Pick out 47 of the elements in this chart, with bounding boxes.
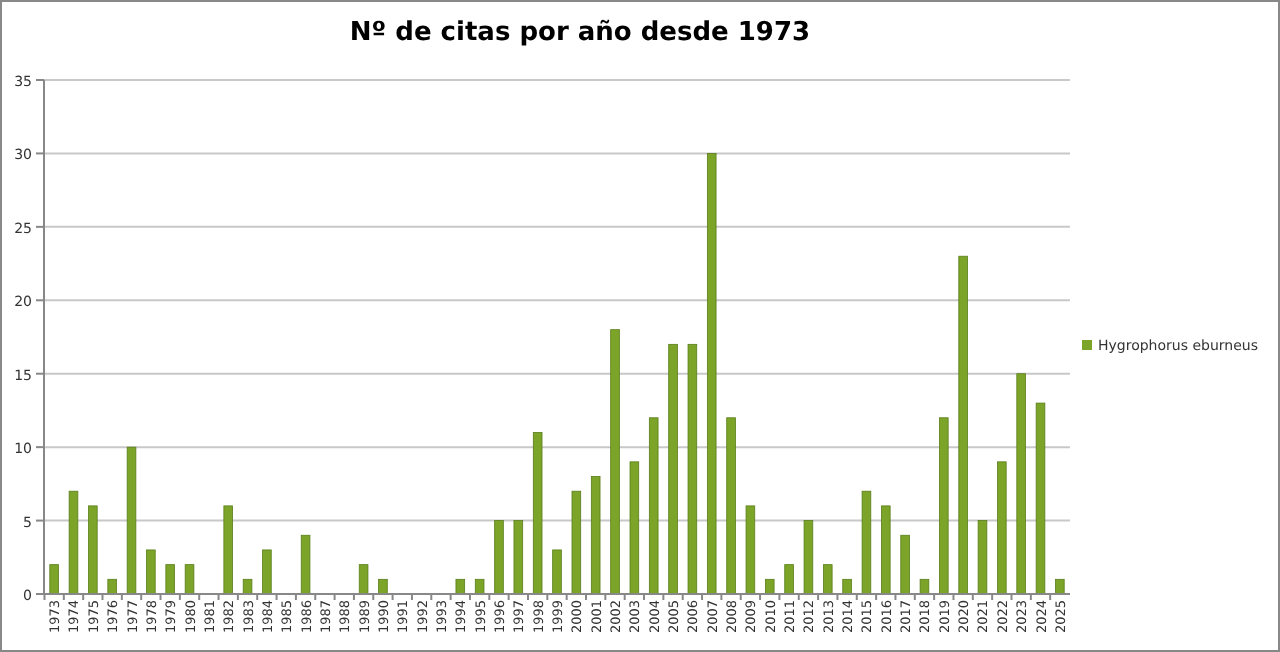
bar bbox=[358, 564, 369, 595]
bar bbox=[900, 534, 910, 595]
bar bbox=[881, 505, 891, 595]
bar bbox=[861, 490, 872, 595]
bar bbox=[842, 578, 852, 595]
bar bbox=[648, 417, 659, 595]
bar bbox=[532, 432, 543, 595]
bar bbox=[378, 578, 388, 595]
bar bbox=[997, 461, 1007, 595]
bar bbox=[107, 578, 117, 595]
bar bbox=[590, 476, 601, 595]
bar bbox=[803, 520, 814, 595]
bar bbox=[262, 549, 272, 595]
bar bbox=[165, 564, 175, 595]
bar bbox=[1035, 402, 1046, 595]
chart-title: Nº de citas por año desde 1973 bbox=[349, 18, 811, 48]
bar bbox=[49, 564, 59, 595]
bar bbox=[1055, 578, 1065, 595]
bar bbox=[474, 578, 485, 595]
bar bbox=[629, 461, 640, 595]
bar bbox=[146, 549, 156, 595]
bar bbox=[610, 329, 620, 595]
bar bbox=[745, 505, 756, 595]
bar bbox=[223, 505, 233, 595]
bar bbox=[68, 490, 79, 595]
bar bbox=[552, 549, 562, 595]
bar bbox=[977, 520, 988, 595]
bar bbox=[958, 255, 968, 595]
bar bbox=[300, 534, 311, 595]
bar bbox=[687, 343, 698, 595]
bar bbox=[126, 446, 137, 595]
bar bbox=[706, 153, 717, 595]
bar bbox=[726, 417, 736, 595]
bar bbox=[939, 417, 949, 595]
bar bbox=[668, 343, 678, 595]
bar bbox=[571, 490, 582, 595]
bar bbox=[88, 505, 98, 595]
bar bbox=[494, 520, 504, 595]
bar bbox=[184, 564, 195, 595]
bar bbox=[919, 578, 930, 595]
bar bbox=[242, 578, 253, 595]
bar bbox=[784, 564, 794, 595]
bar bbox=[455, 578, 466, 595]
bar bbox=[823, 564, 833, 595]
bar bbox=[513, 520, 524, 595]
bar bbox=[1016, 373, 1026, 595]
bar bbox=[764, 578, 775, 595]
